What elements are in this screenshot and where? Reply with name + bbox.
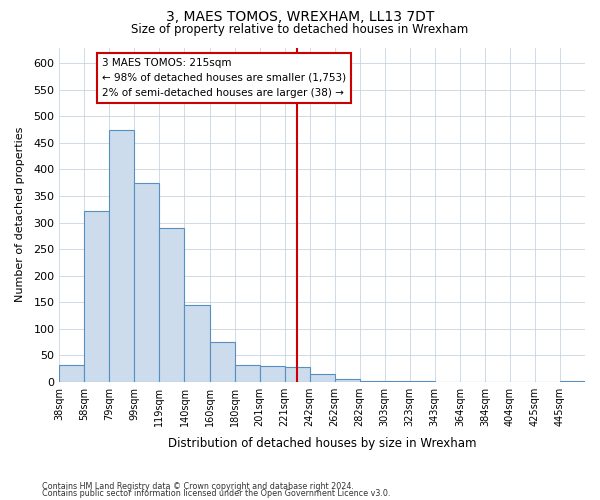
Text: Contains HM Land Registry data © Crown copyright and database right 2024.: Contains HM Land Registry data © Crown c… — [42, 482, 354, 491]
Bar — [160, 228, 184, 382]
Bar — [184, 304, 209, 382]
Y-axis label: Number of detached properties: Number of detached properties — [15, 127, 25, 302]
Bar — [560, 380, 585, 382]
Text: 3, MAES TOMOS, WREXHAM, LL13 7DT: 3, MAES TOMOS, WREXHAM, LL13 7DT — [166, 10, 434, 24]
Text: Contains public sector information licensed under the Open Government Licence v3: Contains public sector information licen… — [42, 490, 391, 498]
Bar — [235, 364, 260, 382]
Text: 3 MAES TOMOS: 215sqm
← 98% of detached houses are smaller (1,753)
2% of semi-det: 3 MAES TOMOS: 215sqm ← 98% of detached h… — [102, 58, 346, 98]
Bar — [410, 381, 435, 382]
Text: Size of property relative to detached houses in Wrexham: Size of property relative to detached ho… — [131, 22, 469, 36]
Bar — [260, 366, 284, 382]
Bar — [335, 379, 360, 382]
X-axis label: Distribution of detached houses by size in Wrexham: Distribution of detached houses by size … — [168, 437, 476, 450]
Bar — [85, 211, 109, 382]
Bar — [310, 374, 335, 382]
Bar — [109, 130, 134, 382]
Bar — [134, 183, 160, 382]
Bar — [360, 380, 385, 382]
Bar — [59, 364, 85, 382]
Bar — [209, 342, 235, 382]
Bar — [385, 381, 410, 382]
Bar — [284, 367, 310, 382]
